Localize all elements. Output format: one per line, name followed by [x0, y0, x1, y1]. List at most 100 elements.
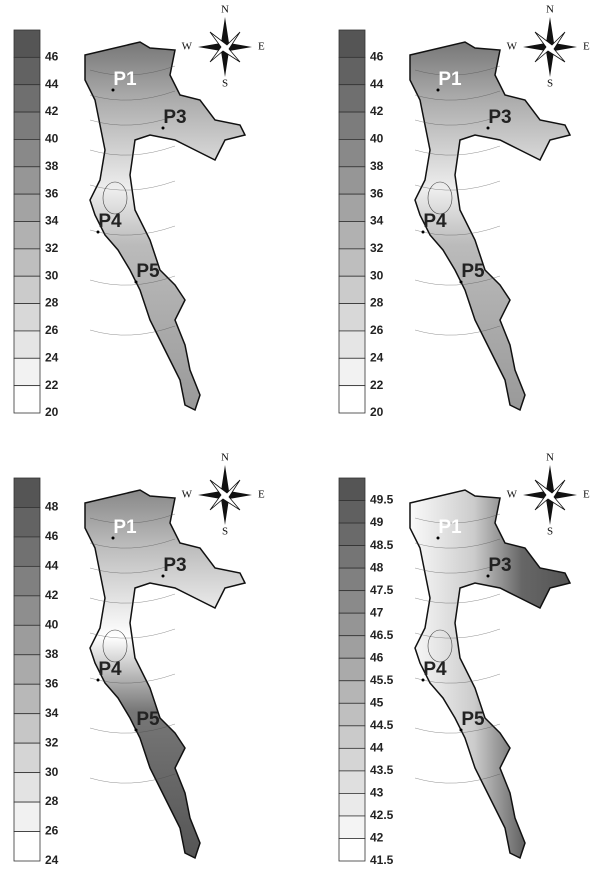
legend-label: 34	[45, 706, 59, 720]
legend-swatch	[339, 304, 365, 331]
legend-swatch	[14, 625, 40, 654]
legend-swatch	[339, 30, 365, 57]
compass-letter: S	[222, 78, 228, 90]
legend-label: 48	[45, 500, 59, 514]
compass-letter: N	[221, 452, 229, 464]
legend-label: 47.5	[370, 583, 394, 597]
legend-label: 24	[370, 350, 384, 364]
legend-label: 28	[370, 296, 384, 310]
station-label: P4	[423, 211, 447, 232]
legend-swatch	[14, 655, 40, 684]
legend-swatch	[14, 358, 40, 385]
legend-swatch	[339, 112, 365, 139]
legend-label: 36	[370, 186, 384, 200]
legend-swatch	[339, 546, 365, 569]
legend-label: 44	[370, 741, 384, 755]
legend-label: 45.5	[370, 673, 394, 687]
legend-label: 32	[45, 735, 59, 749]
legend-label: 38	[45, 159, 59, 173]
legend-label: 42.5	[370, 808, 394, 822]
compass-letter: S	[547, 78, 553, 90]
legend-label: 40	[45, 132, 59, 146]
legend-swatch	[14, 478, 40, 507]
compass-letter: E	[258, 41, 265, 53]
legend-label: 49.5	[370, 493, 394, 507]
legend-swatch	[339, 139, 365, 166]
legend-swatch	[339, 222, 365, 249]
legend-label: 46	[370, 650, 384, 664]
legend-swatch	[339, 681, 365, 704]
legend-label: 30	[45, 268, 59, 282]
station-label: P5	[136, 261, 160, 282]
legend-label: 42	[45, 104, 59, 118]
legend-swatch	[339, 331, 365, 358]
legend-label: 26	[370, 323, 384, 337]
legend-swatch	[14, 331, 40, 358]
legend-swatch	[339, 167, 365, 194]
legend-swatch	[339, 478, 365, 501]
compass-letter: S	[222, 526, 228, 538]
legend-swatch	[339, 636, 365, 659]
legend-label: 42	[370, 831, 384, 845]
compass-letter: S	[547, 526, 553, 538]
legend-label: 44	[45, 559, 59, 573]
legend-label: 43	[370, 786, 384, 800]
legend-label: 20	[370, 405, 384, 419]
legend-label: 41.5	[370, 853, 394, 867]
legend-label: 40	[45, 617, 59, 631]
legend-label: 22	[45, 378, 59, 392]
legend-label: 24	[45, 350, 59, 364]
legend-swatch	[339, 613, 365, 636]
legend-label: 32	[45, 241, 59, 255]
station-label: P5	[461, 709, 485, 730]
legend-swatch	[339, 194, 365, 221]
legend-label: 36	[45, 186, 59, 200]
legend-label: 42	[370, 104, 384, 118]
legend-label: 30	[370, 268, 384, 282]
legend-label: 42	[45, 588, 59, 602]
legend-label: 45	[370, 695, 384, 709]
legend-label: 30	[45, 765, 59, 779]
legend-swatch	[339, 85, 365, 112]
station-label: P3	[488, 107, 511, 128]
legend-label: 28	[45, 296, 59, 310]
legend-swatch	[14, 276, 40, 303]
station-label: P5	[461, 261, 485, 282]
legend-swatch	[14, 112, 40, 139]
compass-letter: N	[221, 4, 229, 16]
compass-letter: N	[546, 4, 554, 16]
legend-label: 38	[370, 159, 384, 173]
legend-swatch	[14, 85, 40, 112]
legend-swatch	[339, 793, 365, 816]
legend-label: 44.5	[370, 718, 394, 732]
legend-swatch	[14, 773, 40, 802]
legend-label: 46	[45, 50, 59, 64]
station-label: P4	[423, 659, 447, 680]
legend-swatch	[14, 596, 40, 625]
legend-swatch	[14, 684, 40, 713]
legend-swatch	[14, 537, 40, 566]
legend-swatch	[339, 703, 365, 726]
legend-label: 40	[370, 132, 384, 146]
legend-label: 49	[370, 515, 384, 529]
compass-letter: E	[258, 489, 265, 501]
legend-swatch	[339, 748, 365, 771]
legend-label: 20	[45, 405, 59, 419]
legend-label: 46	[45, 529, 59, 543]
legend-swatch	[339, 501, 365, 524]
map-panel: 49.54948.54847.54746.54645.54544.54443.5…	[339, 452, 590, 868]
figure: 46 44 42 40 38 36 34 32 30 28 26 24 22 20 P1 P3 P4 P5 N S W E…	[0, 0, 606, 870]
compass-letter: W	[182, 489, 193, 501]
legend-swatch	[14, 194, 40, 221]
legend-swatch	[339, 658, 365, 681]
legend-swatch	[339, 386, 365, 413]
compass-letter: N	[546, 452, 554, 464]
legend-label: 46	[370, 50, 384, 64]
compass-letter: E	[583, 489, 590, 501]
station-label: P3	[163, 107, 186, 128]
legend-label: 48	[370, 560, 384, 574]
station-label: P1	[438, 69, 462, 90]
legend-label: 36	[45, 676, 59, 690]
legend-label: 24	[45, 853, 59, 867]
